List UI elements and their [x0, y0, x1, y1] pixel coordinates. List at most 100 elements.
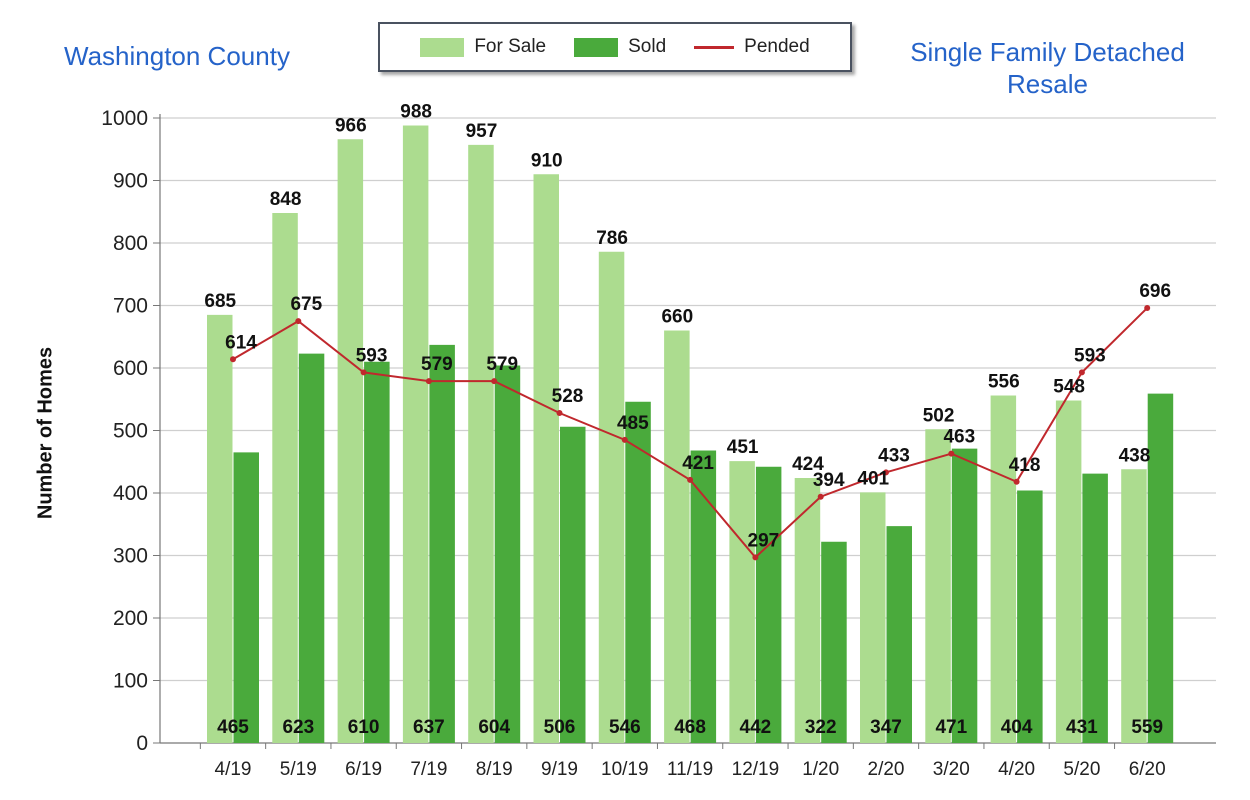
- x-tick-label: 12/19: [732, 759, 780, 780]
- bar-for-sale: [598, 251, 625, 743]
- data-label-for-sale: 966: [335, 115, 367, 136]
- data-label-pended: 593: [356, 345, 388, 366]
- x-tick-label: 4/19: [215, 759, 252, 780]
- y-tick-label: 300: [113, 545, 148, 568]
- data-label-for-sale: 438: [1119, 445, 1151, 466]
- bar-for-sale: [337, 139, 364, 743]
- x-tick-label: 1/20: [802, 759, 839, 780]
- data-label-pended: 579: [421, 354, 453, 375]
- data-label-for-sale: 685: [204, 291, 236, 312]
- point-pended: [360, 369, 367, 376]
- chart-legend: For Sale Sold Pended: [378, 22, 852, 72]
- x-tick-label: 3/20: [933, 759, 970, 780]
- x-tick-label: 7/19: [410, 759, 447, 780]
- point-pended: [687, 476, 694, 483]
- point-pended: [425, 378, 432, 385]
- y-tick-label: 1000: [101, 107, 148, 130]
- point-pended: [295, 318, 302, 325]
- bar-sold: [560, 426, 586, 743]
- y-tick-label: 600: [113, 357, 148, 380]
- data-label-pended: 675: [290, 294, 322, 315]
- legend-item-for-sale: For Sale: [420, 36, 546, 58]
- data-label-pended: 394: [813, 470, 845, 491]
- data-label-for-sale: 548: [1053, 377, 1085, 398]
- bar-for-sale: [664, 330, 690, 743]
- data-label-pended: 421: [682, 453, 714, 474]
- bar-for-sale: [1055, 400, 1082, 743]
- point-pended: [883, 469, 889, 476]
- point-pended: [948, 450, 955, 457]
- bar-sold: [233, 452, 259, 743]
- data-label-for-sale: 451: [727, 437, 759, 458]
- data-label-sold: 610: [348, 717, 380, 738]
- bar-sold: [690, 450, 717, 743]
- x-tick-label: 5/20: [1063, 759, 1100, 780]
- point-pended: [817, 493, 824, 500]
- data-label-sold: 559: [1131, 717, 1163, 738]
- data-label-sold: 404: [1001, 717, 1033, 738]
- bar-sold: [755, 466, 782, 743]
- x-tick-label: 5/19: [280, 759, 317, 780]
- bar-sold: [625, 401, 651, 743]
- point-pended: [621, 436, 628, 443]
- bar-for-sale: [468, 144, 494, 743]
- bar-for-sale: [272, 213, 298, 743]
- legend-item-sold: Sold: [574, 36, 666, 58]
- point-pended: [556, 410, 563, 416]
- x-tick-label: 11/19: [667, 759, 713, 780]
- legend-label-sold: Sold: [628, 36, 667, 57]
- legend-swatch-for-sale: [420, 37, 465, 57]
- chart-title-right: Single Family Detached Resale: [910, 37, 1185, 99]
- x-tick-label: 9/19: [541, 759, 578, 780]
- y-tick-label: 0: [136, 732, 148, 755]
- bar-for-sale: [207, 314, 233, 743]
- bar-sold: [821, 541, 847, 743]
- y-tick-label: 700: [113, 295, 148, 318]
- bar-sold: [1082, 473, 1108, 743]
- data-label-sold: 442: [740, 717, 772, 738]
- bar-for-sale: [729, 461, 755, 743]
- data-label-for-sale: 424: [792, 454, 824, 475]
- data-label-sold: 322: [805, 717, 837, 738]
- legend-item-pended: Pended: [694, 36, 810, 58]
- bar-for-sale: [860, 492, 886, 743]
- bar-sold: [1147, 393, 1174, 743]
- legend-label-for-sale: For Sale: [474, 36, 547, 57]
- data-label-sold: 637: [413, 717, 445, 738]
- bar-sold: [429, 344, 455, 743]
- y-tick-label: 100: [113, 670, 148, 693]
- data-label-for-sale: 556: [988, 372, 1020, 393]
- bar-sold: [886, 526, 912, 743]
- y-tick-label: 200: [113, 607, 148, 630]
- bar-for-sale: [402, 125, 429, 743]
- data-label-for-sale: 401: [857, 468, 889, 489]
- data-label-for-sale: 786: [596, 228, 628, 249]
- data-label-pended: 485: [617, 413, 649, 434]
- data-label-sold: 465: [217, 717, 249, 738]
- x-tick-label: 2/20: [868, 759, 905, 780]
- point-pended: [752, 554, 759, 561]
- x-tick-label: 6/19: [345, 759, 382, 780]
- data-label-pended: 593: [1074, 345, 1106, 366]
- data-label-pended: 433: [878, 445, 910, 466]
- data-label-pended: 418: [1009, 455, 1041, 476]
- x-tick-label: 6/20: [1129, 759, 1166, 780]
- y-tick-label: 400: [113, 482, 148, 505]
- bar-sold: [298, 353, 325, 743]
- data-label-sold: 431: [1066, 717, 1098, 738]
- data-label-for-sale: 988: [400, 102, 432, 123]
- data-label-pended: 463: [943, 427, 975, 448]
- legend-swatch-sold: [574, 37, 619, 57]
- point-pended: [491, 378, 498, 385]
- data-label-pended: 528: [552, 386, 584, 407]
- y-tick-label: 800: [113, 232, 148, 255]
- bar-for-sale: [990, 395, 1017, 743]
- data-label-sold: 604: [478, 717, 510, 738]
- bar-sold: [1017, 490, 1043, 743]
- point-pended: [230, 356, 236, 363]
- data-label-sold: 347: [870, 717, 902, 738]
- data-label-sold: 506: [544, 717, 576, 738]
- data-label-pended: 579: [486, 354, 518, 375]
- data-label-sold: 623: [282, 717, 314, 738]
